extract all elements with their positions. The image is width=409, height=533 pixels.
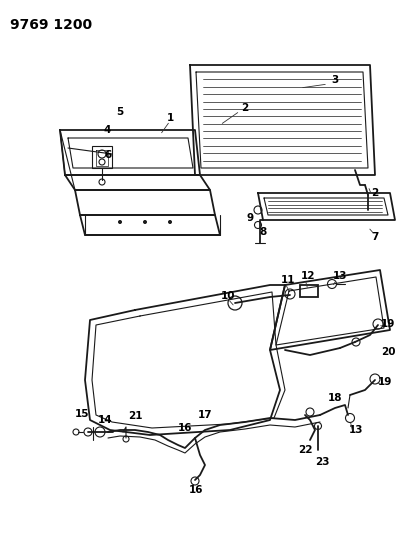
- Text: 2: 2: [371, 188, 378, 198]
- Text: 8: 8: [259, 227, 266, 237]
- Text: 14: 14: [97, 415, 112, 425]
- Text: 11: 11: [280, 275, 294, 285]
- Text: 6: 6: [104, 150, 111, 160]
- Text: 13: 13: [348, 425, 362, 435]
- Text: 20: 20: [380, 347, 394, 357]
- Text: 7: 7: [371, 232, 378, 242]
- Text: 4: 4: [103, 125, 110, 135]
- Text: 2: 2: [241, 103, 248, 113]
- Text: 16: 16: [188, 485, 203, 495]
- Text: 18: 18: [327, 393, 342, 403]
- Text: 13: 13: [332, 271, 346, 281]
- Circle shape: [118, 221, 121, 223]
- Text: 15: 15: [74, 409, 89, 419]
- Text: 21: 21: [128, 411, 142, 421]
- Text: 9769 1200: 9769 1200: [10, 18, 92, 32]
- Text: 3: 3: [330, 75, 338, 85]
- Text: 9: 9: [246, 213, 253, 223]
- Text: 12: 12: [300, 271, 315, 281]
- Text: 17: 17: [197, 410, 212, 420]
- Text: 1: 1: [166, 113, 173, 123]
- Text: 23: 23: [314, 457, 328, 467]
- Text: 10: 10: [220, 291, 235, 301]
- Circle shape: [143, 221, 146, 223]
- Text: 22: 22: [297, 445, 312, 455]
- Text: 16: 16: [178, 423, 192, 433]
- Text: 19: 19: [380, 319, 394, 329]
- Text: 5: 5: [116, 107, 124, 117]
- Circle shape: [168, 221, 171, 223]
- Text: 19: 19: [377, 377, 391, 387]
